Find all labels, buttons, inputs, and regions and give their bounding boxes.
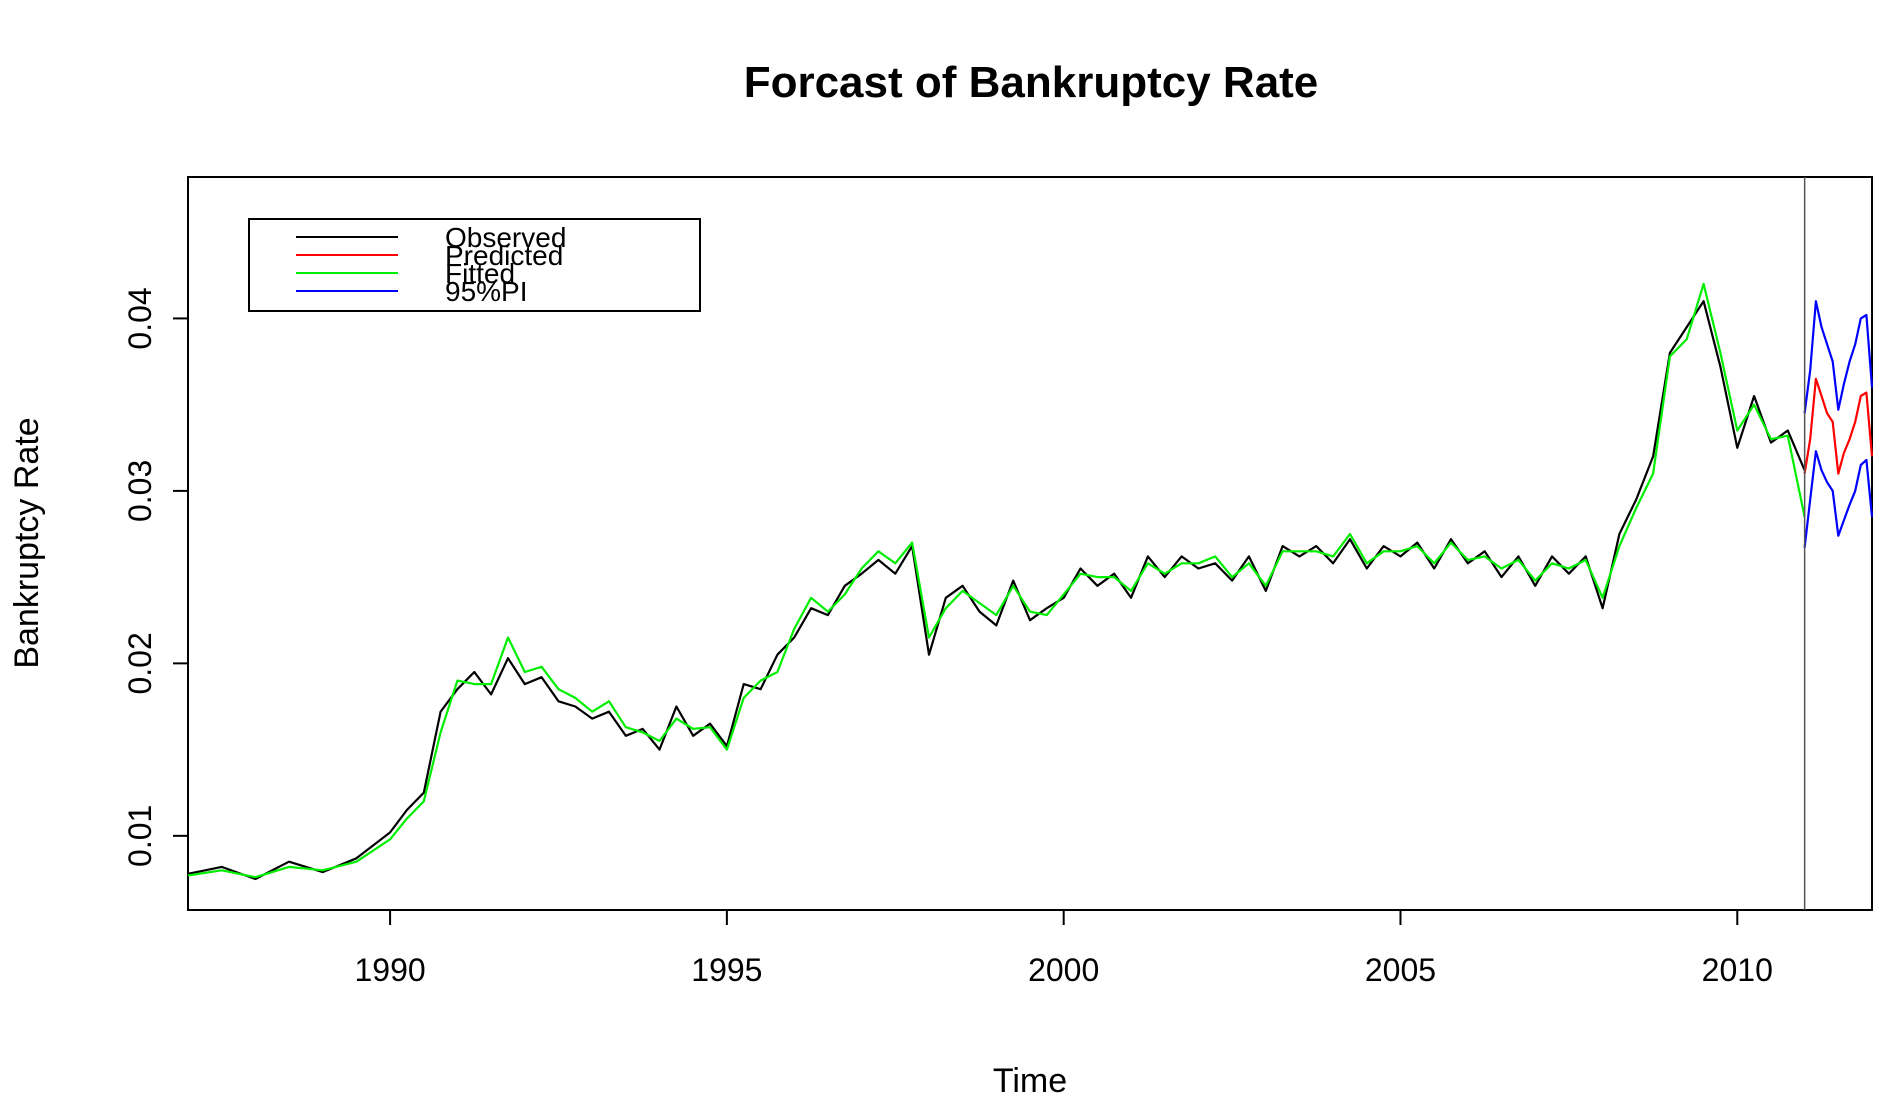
legend-box: [248, 218, 701, 312]
series-line-fitted: [187, 282, 1806, 879]
series-line-95-pi-upper: [1803, 300, 1874, 414]
chart-title: Forcast of Bankruptcy Rate: [744, 58, 1319, 107]
legend-label: Fitted: [445, 258, 515, 289]
plot-frame: [187, 176, 1873, 911]
y-tick-label: 0.01: [122, 805, 158, 867]
legend-label: Observed: [445, 222, 566, 253]
x-axis-label: Time: [993, 1062, 1067, 1098]
y-tick-label: 0.04: [122, 287, 158, 349]
series-line-95-pi-lower: [1803, 450, 1874, 548]
y-tick-label: 0.03: [122, 460, 158, 522]
x-tick-label: 2000: [1028, 952, 1099, 988]
x-tick-label: 1990: [354, 952, 425, 988]
y-tick-label: 0.02: [122, 632, 158, 694]
x-tick-label: 2010: [1702, 952, 1773, 988]
legend-label: Predicted: [445, 240, 563, 271]
series-layer: [187, 282, 1874, 881]
x-tick-label: 2005: [1365, 952, 1436, 988]
x-axis: 1990 1995 2000 2005 2010: [354, 910, 1773, 988]
x-tick-label: 1995: [691, 952, 762, 988]
y-axis: 0.01 0.02 0.03 0.04: [122, 287, 188, 867]
series-line-predicted: [1803, 377, 1874, 475]
legend-label: 95%PI: [445, 276, 528, 307]
y-axis-label: Bankruptcy Rate: [8, 417, 46, 668]
series-line-observed: [187, 300, 1806, 881]
